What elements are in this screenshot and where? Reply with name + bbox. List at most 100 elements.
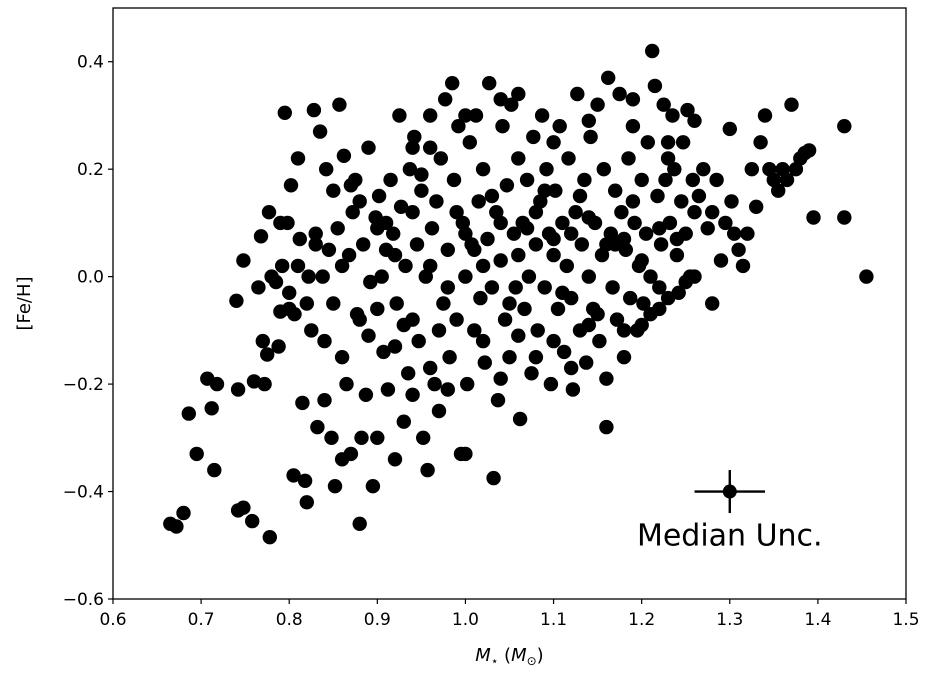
data-point — [275, 258, 290, 274]
data-point — [696, 162, 711, 177]
data-point — [431, 403, 447, 419]
data-point — [757, 108, 773, 123]
data-point — [658, 172, 673, 188]
data-point — [685, 172, 700, 188]
data-point — [317, 393, 332, 408]
x-tick-label: 0.6 — [99, 610, 126, 630]
data-point — [386, 226, 401, 241]
data-point — [475, 333, 491, 349]
data-point — [282, 301, 297, 317]
data-point — [744, 162, 759, 177]
data-point — [396, 414, 411, 429]
data-point — [521, 269, 537, 284]
data-point — [753, 135, 768, 150]
data-point — [442, 350, 457, 365]
data-point — [581, 269, 596, 284]
data-point — [740, 226, 755, 241]
y-tick-label: 0.2 — [77, 160, 104, 180]
data-point — [508, 280, 523, 295]
data-point — [537, 280, 552, 295]
data-point — [427, 376, 442, 392]
data-point — [431, 323, 447, 338]
data-point — [493, 215, 508, 231]
data-point — [636, 296, 651, 311]
data-point — [616, 350, 632, 365]
data-point — [599, 237, 614, 252]
data-point — [356, 237, 371, 252]
data-point — [423, 360, 438, 376]
data-point — [363, 274, 378, 290]
data-point — [528, 205, 544, 220]
data-point — [511, 247, 526, 263]
data-point — [304, 323, 319, 338]
data-point — [502, 350, 517, 365]
data-point — [502, 296, 517, 311]
data-point — [727, 226, 742, 241]
data-point — [292, 231, 307, 247]
data-point — [486, 470, 501, 486]
data-point — [449, 205, 464, 220]
data-point — [245, 513, 260, 529]
data-point — [616, 323, 632, 338]
data-point — [229, 293, 244, 308]
data-point — [647, 78, 663, 94]
data-point — [449, 312, 464, 327]
data-point — [319, 162, 334, 177]
data-point — [713, 253, 729, 268]
data-point — [473, 290, 488, 306]
data-point — [546, 231, 561, 247]
data-point — [801, 143, 817, 158]
data-point — [490, 393, 506, 408]
data-point — [700, 221, 715, 236]
data-point — [579, 355, 594, 370]
data-point — [484, 188, 500, 204]
data-point — [504, 97, 519, 112]
data-point — [517, 301, 532, 317]
data-point — [556, 344, 572, 360]
data-point — [332, 97, 347, 112]
data-point — [204, 401, 219, 416]
median-uncertainty-label: Median Unc. — [637, 519, 823, 554]
data-point — [354, 430, 369, 445]
data-point — [436, 296, 451, 311]
data-point — [550, 301, 566, 317]
data-point — [482, 76, 497, 91]
data-point — [581, 210, 596, 225]
data-point — [539, 162, 554, 177]
data-point — [705, 296, 720, 311]
y-axis-label: [Fe/H] — [14, 276, 35, 330]
data-point — [784, 97, 799, 112]
data-point — [308, 237, 323, 252]
data-point — [361, 140, 376, 155]
data-point — [650, 188, 665, 204]
data-point — [524, 366, 539, 381]
data-point — [398, 258, 413, 274]
data-point — [660, 135, 676, 150]
data-point — [477, 355, 492, 370]
data-point — [396, 317, 411, 333]
data-point — [440, 242, 455, 257]
data-point — [859, 269, 874, 284]
data-point — [495, 119, 510, 134]
data-point — [334, 258, 350, 274]
data-point — [414, 167, 429, 182]
data-point — [423, 108, 438, 123]
data-point — [548, 183, 563, 198]
data-point — [662, 215, 678, 231]
data-point — [282, 285, 297, 300]
data-point — [286, 468, 301, 483]
data-point — [640, 135, 655, 150]
data-point — [534, 108, 550, 123]
data-point — [837, 210, 852, 225]
data-point — [176, 505, 191, 521]
data-point — [669, 231, 685, 247]
data-point — [590, 307, 605, 322]
data-point — [722, 121, 737, 137]
data-point — [209, 376, 225, 392]
x-tick-label: 1.4 — [804, 610, 831, 630]
plot-frame — [112, 7, 907, 600]
data-point — [458, 226, 473, 241]
data-point — [467, 242, 482, 257]
data-point — [559, 258, 574, 274]
data-point — [609, 312, 625, 327]
